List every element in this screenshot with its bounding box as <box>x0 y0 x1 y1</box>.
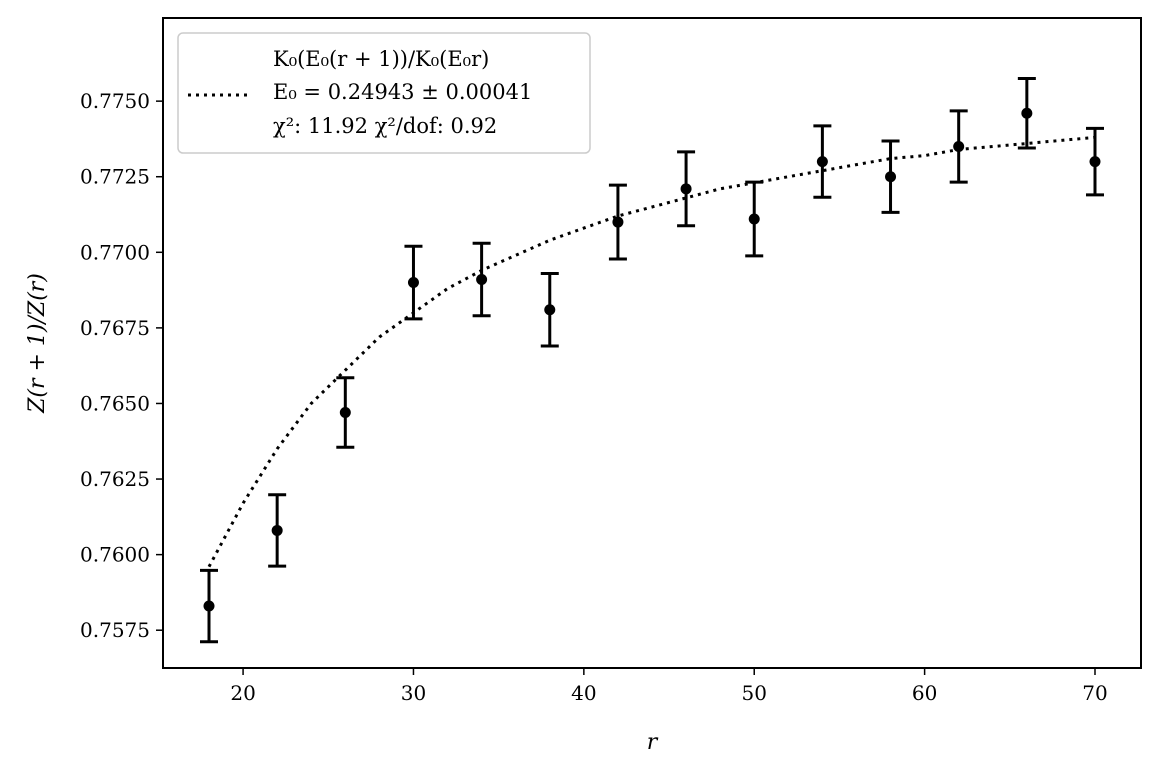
y-axis-label: Z(r + 1)/Z(r) <box>25 273 50 414</box>
legend-line-3: χ²: 11.92 χ²/dof: 0.92 <box>273 114 497 138</box>
data-marker <box>885 171 897 183</box>
data-point <box>881 139 900 214</box>
data-marker <box>271 524 283 536</box>
y-tick-label: 0.7575 <box>80 618 150 642</box>
data-marker <box>203 600 215 612</box>
y-tick-label: 0.7750 <box>80 89 150 113</box>
data-marker <box>612 216 624 228</box>
y-tick-label: 0.7725 <box>80 165 150 189</box>
data-point <box>949 109 968 184</box>
data-marker <box>1021 107 1033 119</box>
data-point <box>608 183 627 261</box>
errorbar-series <box>200 76 1104 644</box>
x-axis-label: r <box>647 730 659 755</box>
legend-line-2: E₀ = 0.24943 ± 0.00041 <box>273 80 532 104</box>
data-point <box>1017 76 1036 150</box>
data-point <box>472 241 491 318</box>
data-point <box>745 180 764 258</box>
data-point <box>336 376 355 449</box>
data-marker <box>1089 156 1101 168</box>
data-point <box>404 244 423 321</box>
y-tick-label: 0.7625 <box>80 467 150 491</box>
data-marker <box>476 274 488 286</box>
y-tick-label: 0.7700 <box>80 240 150 264</box>
y-ticks: 0.7575 0.7600 0.7625 0.7650 0.7675 0.7700 0.77… <box>80 89 163 642</box>
legend: K₀(E₀(r + 1))/K₀(E₀r) E₀ = 0.24943 ± 0.0… <box>177 32 591 154</box>
x-tick-label: 40 <box>571 681 596 705</box>
x-tick-label: 60 <box>912 681 937 705</box>
x-tick-label: 50 <box>742 681 767 705</box>
data-marker <box>816 156 828 168</box>
y-tick-label: 0.7600 <box>80 543 150 567</box>
data-point <box>813 124 832 199</box>
legend-box <box>177 32 591 154</box>
y-tick-label: 0.7650 <box>80 391 150 415</box>
data-marker <box>680 183 692 195</box>
data-marker <box>748 213 760 225</box>
data-marker <box>953 140 965 152</box>
data-point <box>1085 126 1104 197</box>
fit-line <box>207 135 1096 568</box>
x-tick-label: 30 <box>401 681 426 705</box>
x-tick-label: 20 <box>230 681 255 705</box>
data-marker <box>544 304 556 316</box>
legend-line-1: K₀(E₀(r + 1))/K₀(E₀r) <box>273 47 489 71</box>
data-point <box>200 568 219 644</box>
data-point <box>268 493 287 568</box>
x-ticks: 20 30 40 50 60 70 <box>230 668 1108 705</box>
data-marker <box>339 407 351 419</box>
data-point <box>677 150 696 228</box>
data-marker <box>407 277 419 289</box>
x-tick-label: 70 <box>1082 681 1107 705</box>
data-point <box>540 271 559 348</box>
y-tick-label: 0.7675 <box>80 316 150 340</box>
